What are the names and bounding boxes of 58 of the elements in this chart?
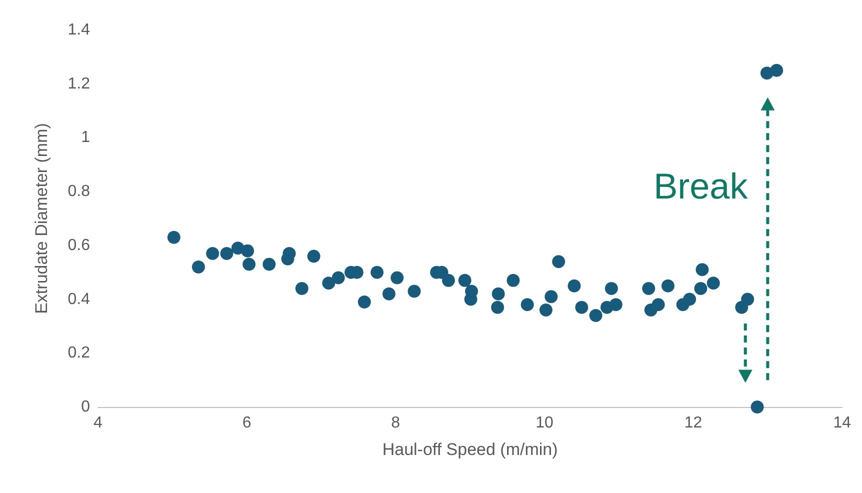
point [167,230,180,244]
point [390,271,404,284]
point [642,282,656,296]
point [568,279,581,292]
point [520,298,534,312]
point [661,279,674,292]
point [652,298,665,312]
point [544,290,558,304]
point [750,400,764,414]
annotation: Break [654,166,749,207]
y-tick-label: 1.2 [68,75,90,92]
point [220,247,234,260]
x-tick-label: 6 [242,414,252,432]
y-axis-title: Extrudate Diameter (mm) [32,123,51,314]
point [192,260,205,274]
point [770,64,784,77]
point [491,300,504,314]
point [539,304,552,317]
point [458,274,472,287]
y-tick-label: 0.6 [68,236,90,254]
point [506,274,520,287]
point [206,247,220,260]
x-axis-title: Haul-off Speed (m/min) [382,440,558,459]
x-tick-label: 14 [833,414,852,432]
x-tick-label: 8 [391,414,400,432]
point [332,271,345,284]
point [706,276,720,290]
point [552,255,566,268]
y-tick-label: 0.4 [68,290,90,308]
point [741,292,754,306]
point [408,284,421,298]
point [370,266,384,279]
point [694,282,708,296]
point [358,295,371,308]
point [241,244,254,258]
point [242,258,256,271]
point [575,300,588,314]
y-tick-label: 0 [81,398,90,416]
x-tick-label: 4 [94,414,103,432]
point [382,287,396,300]
point [307,250,320,263]
point [589,308,602,322]
y-tick-label: 1.4 [68,22,90,38]
point [442,274,455,287]
point [295,282,308,296]
point [683,292,696,306]
y-tick-label: 0.8 [68,183,90,200]
x-tick-label: 12 [684,414,702,432]
x-tick-label: 10 [536,414,554,432]
y-tick-label: 1 [81,129,90,146]
point [696,263,709,276]
point [609,298,622,312]
point [322,276,336,290]
point [492,287,505,300]
point [262,258,276,271]
point [604,282,618,296]
point [464,292,478,306]
y-tick-label: 0.2 [68,344,90,362]
